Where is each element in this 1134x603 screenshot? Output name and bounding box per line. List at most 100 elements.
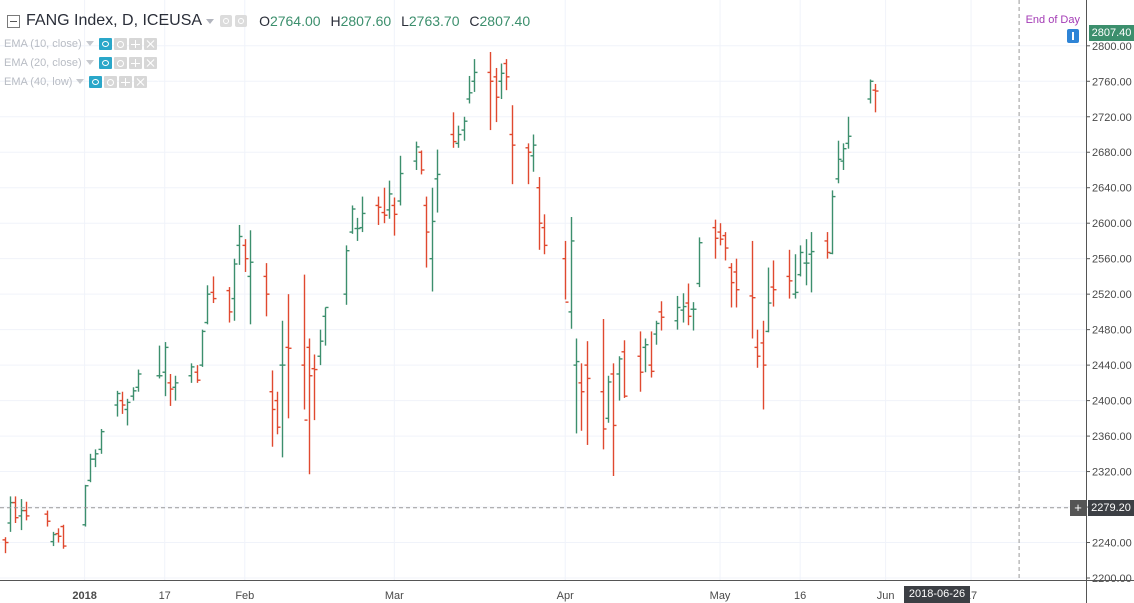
ohlc-bar [578,363,585,431]
low-value: 2763.70 [408,13,460,29]
ohlc-bar [808,232,815,293]
study-menu-icon[interactable] [76,79,85,84]
ohlc-bars [2,52,879,554]
study-label[interactable]: EMA (40, low) [4,75,73,88]
eye-icon[interactable] [98,37,112,50]
study-menu-icon[interactable] [85,41,94,46]
ohlc-bar [199,329,206,367]
session-info-icon[interactable] [1067,29,1079,43]
ohlc-bar [573,338,580,434]
ohlc-bar [226,287,233,323]
ohlc-bar [786,249,793,299]
ohlc-bar [749,240,756,339]
study-ema-20[interactable]: EMA (20, close) [4,53,530,72]
ohlc-bar [7,496,14,532]
ohlc-bar [803,239,810,286]
y-tick-label: 2600.00 [1092,218,1132,230]
study-ema-40[interactable]: EMA (40, low) [4,72,530,91]
ohlc-bar [263,263,270,317]
ohlc-bar [172,375,179,401]
close-icon[interactable] [143,56,157,69]
x-tick-label: Jun [877,590,895,602]
y-tick-label: 2800.00 [1092,41,1132,53]
study-label[interactable]: EMA (20, close) [4,56,82,69]
ohlc-bar [156,345,163,379]
ohlc-bar [306,338,313,475]
study-menu-icon[interactable] [85,60,94,65]
ohlc-bar [242,239,249,272]
ohlc-bar [760,320,767,410]
plus-icon[interactable] [128,37,142,50]
ohlc-bar [386,180,393,219]
series-menu-icon[interactable] [206,18,215,24]
ohlc-bar [525,143,532,185]
ohlc-bar [498,63,505,100]
y-tick-label: 2520.00 [1092,289,1132,301]
ohlc-bar [50,531,57,547]
ohlc-bar [536,177,543,250]
close-icon[interactable] [134,75,148,88]
eye-icon[interactable] [89,75,103,88]
ohlc-bar [765,267,772,333]
ohlc-bar [434,149,441,213]
end-of-day-label: End of Day [1025,14,1080,26]
ohlc-bar [568,216,575,329]
ohlc-bar [2,537,9,554]
collapse-legend-button[interactable] [7,14,20,28]
ohlc-bar [637,331,644,392]
study-ema-10[interactable]: EMA (10, close) [4,34,530,53]
ohlc-bar [829,190,836,255]
plus-icon[interactable] [128,56,142,69]
crosshair-add-button[interactable]: + [1070,500,1086,516]
ohlc-bar [690,302,697,331]
eye-icon[interactable] [98,56,112,69]
ohlc-bar [354,217,361,241]
ohlc-bar [455,125,462,148]
ohlc-bar [92,449,99,468]
grid-lines [0,0,1086,580]
ohlc-bar [717,223,724,246]
ohlc-bar [461,116,468,141]
ohlc-bar [82,484,89,527]
ohlc-bar [541,214,548,255]
ohlc-bar [162,342,169,397]
ohlc-bar [381,187,388,224]
ohlc-bar [840,143,847,170]
ohlc-bar [754,329,761,368]
ohlc-values: O2764.00 H2807.60 L2763.70 C2807.40 [253,13,530,29]
ohlc-bar [584,341,591,445]
main-series-legend: FANG Index, D, ICEUSA O2764.00 H2807.60 … [4,8,530,34]
ohlc-bar [194,365,201,383]
plus-icon[interactable] [119,75,133,88]
ohlc-bar [653,320,660,345]
ohlc-bar [311,354,318,421]
close-icon[interactable] [143,37,157,50]
ohlc-bar [845,116,852,149]
ohlc-bar [274,391,281,435]
y-tick-label: 2440.00 [1092,360,1132,372]
x-tick-label: Apr [557,590,574,602]
series-settings-icon[interactable] [235,15,248,27]
study-label[interactable]: EMA (10, close) [4,37,82,50]
gear-icon[interactable] [113,37,127,50]
chart-legend: FANG Index, D, ICEUSA O2764.00 H2807.60 … [4,8,530,91]
ohlc-bar [658,301,665,331]
gear-icon[interactable] [104,75,118,88]
ohlc-bar [114,390,121,417]
ohlc-bar [55,528,62,543]
crosshair [0,0,1086,580]
symbol-title[interactable]: FANG Index, D, ICEUSA [26,12,203,29]
series-visibility-icon[interactable] [220,15,233,27]
ohlc-bar [124,398,131,426]
y-tick-label: 2320.00 [1092,467,1132,479]
ohlc-bar [471,59,478,92]
ohlc-bar [210,276,217,304]
ohlc-bar [466,75,473,104]
x-tick-label: Mar [385,590,404,602]
crosshair-price-tag: 2279.20 [1088,500,1134,516]
y-tick-label: 2400.00 [1092,396,1132,408]
ohlc-bar [231,258,238,321]
ohlc-bar [279,320,286,458]
gear-icon[interactable] [113,56,127,69]
